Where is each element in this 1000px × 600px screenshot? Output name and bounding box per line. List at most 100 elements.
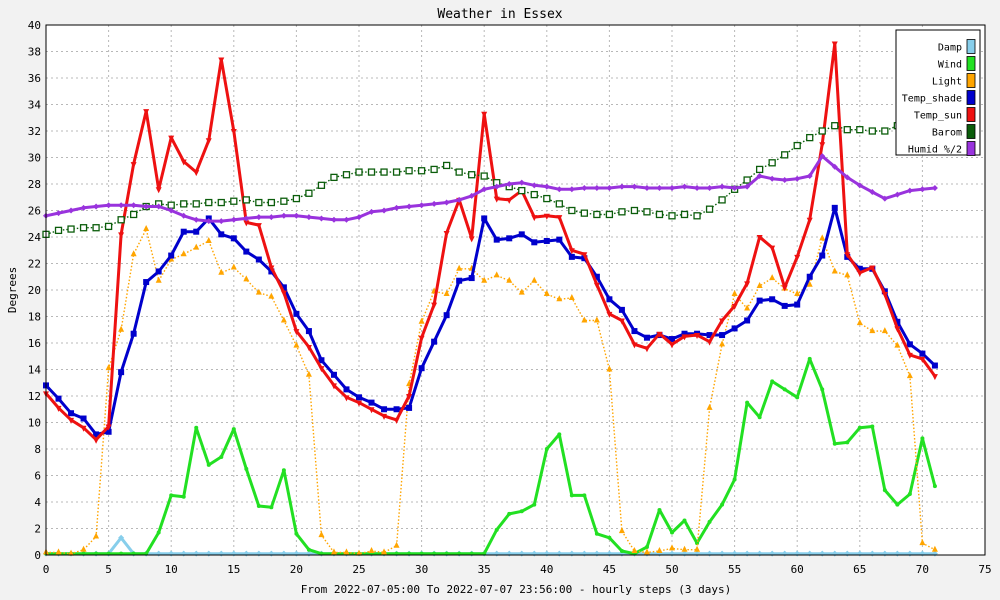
data-point-barom	[618, 208, 626, 216]
data-point-temp-sun	[168, 135, 175, 142]
data-point-temp-sun	[418, 335, 425, 342]
data-point-humid-2	[481, 186, 488, 193]
data-point-humid-2	[356, 214, 362, 221]
data-point-light	[205, 236, 212, 243]
data-point-temp-shade	[80, 415, 87, 422]
data-point-light	[118, 325, 125, 332]
data-point-humid-2	[844, 174, 851, 181]
data-point-humid-2	[781, 177, 788, 184]
y-tick-label: 26	[28, 205, 41, 218]
data-point-barom	[280, 197, 288, 205]
data-point-barom	[217, 198, 225, 207]
data-point-temp-shade	[506, 235, 513, 242]
data-point-light	[681, 545, 688, 552]
data-point-humid-2	[318, 215, 325, 222]
chart-title: Weather in Essex	[437, 7, 562, 22]
data-point-wind	[219, 454, 224, 459]
data-point-temp-sun	[55, 405, 62, 412]
data-point-temp-sun	[531, 215, 538, 222]
data-point-light	[143, 225, 150, 232]
data-point-humid-2	[643, 184, 650, 191]
data-point-humid-2	[681, 183, 688, 190]
data-point-temp-sun	[180, 159, 187, 166]
data-point-barom	[305, 189, 313, 197]
data-point-barom	[255, 198, 263, 207]
data-point-light	[305, 370, 312, 377]
data-point-humid-2	[894, 191, 901, 198]
data-point-wind	[181, 494, 186, 499]
data-point-humid-2	[731, 184, 738, 191]
data-point-humid-2	[656, 184, 663, 191]
data-point-temp-sun	[794, 254, 801, 261]
data-point-temp-shade	[744, 317, 751, 324]
data-point-light	[643, 548, 650, 555]
data-point-humid-2	[105, 202, 112, 209]
data-point-temp-sun	[669, 342, 675, 349]
data-point-temp-sun	[681, 334, 688, 341]
y-tick-label: 12	[28, 390, 41, 403]
data-point-barom	[768, 159, 776, 167]
data-point-barom	[881, 127, 889, 135]
data-point-temp-sun	[556, 215, 563, 222]
data-point-temp-shade	[305, 328, 312, 335]
legend-label-temp-sun: Temp_sun	[914, 111, 962, 122]
data-point-humid-2	[193, 216, 200, 223]
x-tick-label: 40	[540, 563, 553, 576]
y-tick-label: 38	[28, 46, 41, 59]
data-point-light	[581, 316, 588, 323]
data-point-light	[919, 539, 926, 546]
data-point-wind	[594, 531, 599, 536]
data-point-temp-sun	[756, 235, 763, 241]
data-point-humid-2	[493, 183, 500, 190]
data-point-humid-2	[280, 212, 287, 219]
data-point-humid-2	[155, 203, 162, 210]
legend-swatch-barom	[966, 124, 976, 139]
data-point-humid-2	[719, 183, 726, 190]
data-point-wind	[845, 440, 850, 445]
data-point-temp-sun	[769, 245, 776, 252]
data-point-temp-shade	[381, 406, 388, 413]
data-point-temp-shade	[568, 253, 575, 260]
data-point-light	[719, 340, 726, 347]
data-point-light	[706, 403, 713, 410]
data-point-barom	[129, 210, 138, 219]
data-point-temp-sun	[155, 187, 162, 194]
data-point-temp-shade	[781, 302, 788, 309]
data-point-temp-shade	[481, 215, 488, 222]
data-point-temp-sun	[143, 109, 150, 116]
data-point-light	[481, 276, 488, 283]
data-point-light	[280, 316, 287, 323]
data-point-humid-2	[305, 214, 312, 221]
data-point-temp-shade	[368, 399, 375, 406]
data-point-temp-sun	[844, 252, 851, 259]
data-point-wind	[795, 395, 800, 400]
x-tick-label: 55	[728, 563, 741, 576]
data-point-barom	[593, 210, 601, 219]
data-point-humid-2	[93, 203, 100, 210]
data-point-barom	[655, 210, 664, 219]
data-point-barom	[743, 176, 751, 184]
data-point-temp-shade	[681, 330, 688, 337]
data-point-barom	[831, 122, 839, 130]
data-point-wind	[745, 400, 750, 405]
data-point-temp-sun	[318, 366, 325, 373]
data-point-humid-2	[706, 184, 713, 191]
x-tick-label: 35	[478, 563, 491, 576]
data-point-wind	[782, 387, 787, 392]
data-point-barom	[630, 206, 639, 215]
data-point-humid-2	[568, 186, 575, 193]
data-point-temp-shade	[356, 394, 362, 401]
x-tick-label: 20	[290, 563, 303, 576]
data-point-wind	[244, 466, 249, 471]
data-point-temp-shade	[230, 235, 237, 242]
data-point-temp-sun	[831, 41, 838, 48]
data-point-humid-2	[343, 216, 350, 223]
data-point-wind	[156, 530, 161, 535]
data-point-temp-shade	[255, 256, 262, 263]
data-point-humid-2	[168, 207, 175, 214]
data-point-temp-shade	[393, 406, 400, 413]
data-point-temp-shade	[856, 265, 863, 272]
data-point-light	[931, 545, 938, 552]
data-point-temp-sun	[305, 344, 312, 351]
x-tick-label: 75	[978, 563, 991, 576]
